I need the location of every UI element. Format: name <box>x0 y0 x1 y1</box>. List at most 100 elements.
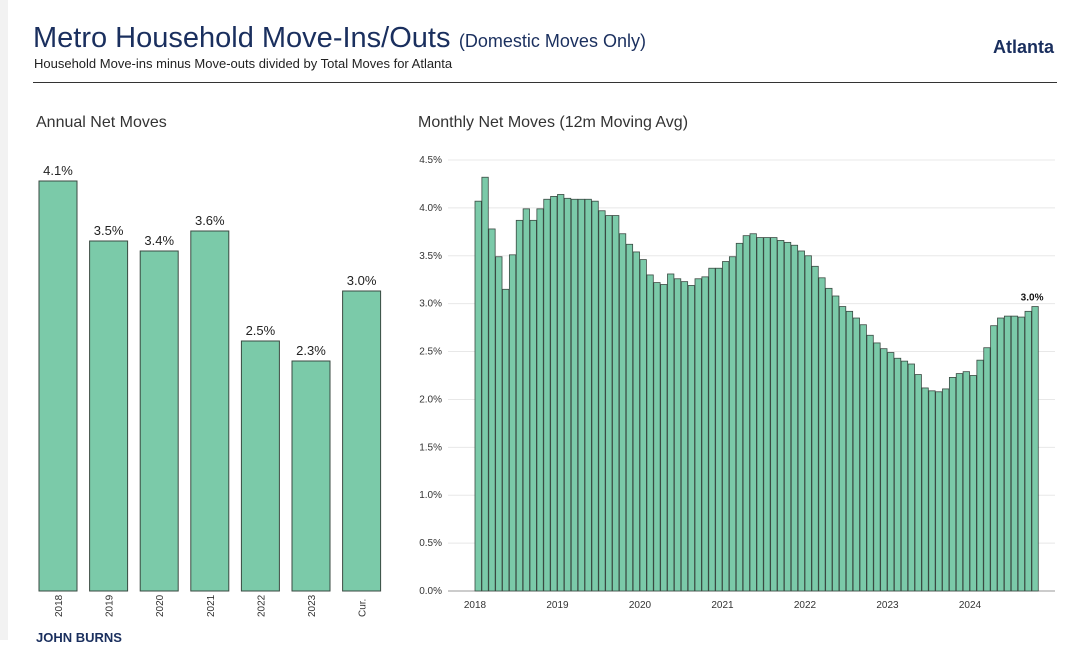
monthly-bar <box>598 210 606 592</box>
monthly-bar <box>852 317 860 592</box>
monthly-bar <box>550 195 558 592</box>
monthly-bar <box>653 282 661 592</box>
monthly-chart-title: Monthly Net Moves (12m Moving Avg) <box>418 114 689 131</box>
monthly-bar <box>632 251 640 592</box>
annual-data-label-2020: 3.4% <box>144 233 174 248</box>
monthly-bar <box>646 274 654 592</box>
monthly-bar <box>907 363 915 592</box>
monthly-bar <box>612 215 620 592</box>
monthly-bar <box>962 371 970 592</box>
monthly-bar <box>577 198 585 592</box>
monthly-bar <box>997 317 1005 592</box>
monthly-bar <box>488 228 496 592</box>
header-divider <box>33 82 1057 83</box>
monthly-x-tick-2024: 2024 <box>959 600 982 611</box>
monthly-bar <box>1031 306 1039 592</box>
market-label: Atlanta <box>992 37 1054 57</box>
monthly-bar <box>557 194 565 592</box>
monthly-bar <box>515 219 524 592</box>
monthly-bar <box>570 198 579 592</box>
monthly-bar <box>900 360 909 592</box>
monthly-bar <box>921 387 929 592</box>
monthly-bar <box>990 325 998 592</box>
monthly-bar <box>763 237 771 592</box>
monthly-bar <box>625 243 634 592</box>
monthly-bar <box>983 347 991 592</box>
monthly-bar <box>687 285 695 592</box>
monthly-y-tick: 2.5% <box>419 347 442 358</box>
monthly-bar <box>955 373 964 592</box>
monthly-bar <box>660 284 668 592</box>
monthly-y-tick: 0.0% <box>419 586 442 597</box>
annual-chart-title: Annual Net Moves <box>36 114 167 131</box>
annual-bar-2022 <box>240 340 280 592</box>
monthly-bar <box>976 359 984 592</box>
monthly-bar <box>701 276 709 592</box>
monthly-bar <box>1003 315 1012 592</box>
monthly-bar <box>667 273 675 592</box>
monthly-bar <box>914 374 922 592</box>
page-subtitle: Household Move-ins minus Move-outs divid… <box>34 56 453 71</box>
monthly-bar <box>522 208 530 592</box>
monthly-bar <box>838 306 847 592</box>
monthly-x-tick-2018: 2018 <box>464 600 487 611</box>
annual-data-label-2021: 3.6% <box>195 213 225 228</box>
monthly-bar <box>777 240 785 592</box>
monthly-bar <box>893 357 902 592</box>
annual-bar-2020 <box>139 250 179 592</box>
monthly-bar <box>584 198 592 592</box>
monthly-bar <box>783 241 792 592</box>
annual-data-label-2023: 2.3% <box>296 343 326 358</box>
annual-x-tick-2018: 2018 <box>54 594 65 617</box>
monthly-bar <box>618 233 627 592</box>
monthly-bar <box>866 334 874 592</box>
monthly-bar <box>756 237 764 592</box>
monthly-bar <box>749 233 757 592</box>
annual-bar-2023 <box>291 360 331 592</box>
annual-bar-2018 <box>38 180 78 592</box>
monthly-bar <box>639 259 647 592</box>
annual-x-tick-2020: 2020 <box>155 594 166 617</box>
monthly-x-tick-2021: 2021 <box>711 600 734 611</box>
monthly-bar <box>859 324 867 592</box>
monthly-bar <box>811 265 819 592</box>
annual-x-tick-2021: 2021 <box>206 594 217 617</box>
monthly-y-tick: 4.5% <box>419 155 442 166</box>
monthly-last-value-label: 3.0% <box>1021 293 1044 304</box>
monthly-bar <box>948 377 957 592</box>
annual-x-tick-2019: 2019 <box>105 594 116 617</box>
monthly-bar <box>1017 316 1025 592</box>
monthly-x-tick-2020: 2020 <box>629 600 652 611</box>
left-edge-strip <box>0 0 8 640</box>
page-title: Metro Household Move-Ins/Outs (Domestic … <box>33 22 646 55</box>
monthly-y-tick: 3.0% <box>419 299 442 310</box>
annual-bar-Cur. <box>342 290 382 592</box>
monthly-bar <box>818 277 826 592</box>
monthly-bar <box>942 388 950 592</box>
monthly-bar <box>797 250 805 592</box>
monthly-bar <box>825 287 833 592</box>
monthly-bar <box>1010 315 1019 592</box>
annual-data-label-2019: 3.5% <box>94 223 124 238</box>
monthly-bar <box>742 235 750 592</box>
monthly-bar <box>928 390 936 592</box>
monthly-x-tick-2019: 2019 <box>546 600 569 611</box>
annual-data-label-2018: 4.1% <box>43 163 73 178</box>
monthly-bar <box>708 267 716 592</box>
monthly-bar <box>1024 310 1032 592</box>
monthly-y-tick: 4.0% <box>419 203 442 214</box>
monthly-bar <box>605 215 613 592</box>
annual-data-label-2022: 2.5% <box>246 323 276 338</box>
monthly-bar <box>935 391 943 592</box>
annual-x-tick-Cur.: Cur. <box>358 599 369 617</box>
monthly-bar <box>735 242 744 592</box>
title-main: Metro Household Move-Ins/Outs <box>33 22 451 54</box>
monthly-y-tick: 1.0% <box>419 490 442 501</box>
monthly-bar <box>481 176 489 592</box>
annual-x-tick-2022: 2022 <box>256 594 267 617</box>
monthly-bar <box>536 208 544 592</box>
monthly-bar <box>543 198 551 592</box>
annual-bar-2021 <box>190 230 230 592</box>
monthly-bar <box>728 256 737 592</box>
